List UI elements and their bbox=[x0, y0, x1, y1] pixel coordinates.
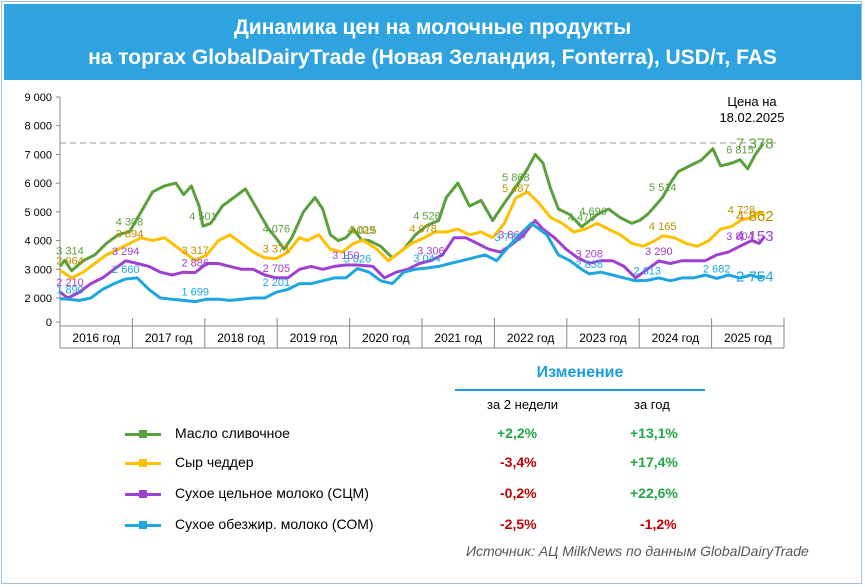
data-label: 4 015 bbox=[349, 225, 377, 237]
y-tick-label: 6 000 bbox=[24, 178, 52, 190]
data-label: 2 964 bbox=[56, 255, 84, 267]
legend-item: Сухое цельное молоко (СЦМ) bbox=[125, 483, 445, 505]
data-label: 4 076 bbox=[263, 223, 291, 235]
data-label: 3 208 bbox=[576, 248, 604, 260]
data-label: 6 815 bbox=[726, 145, 754, 157]
change-2weeks-value: +2,2% bbox=[497, 425, 538, 441]
data-label: 3 804 bbox=[726, 231, 754, 243]
data-label: 4 308 bbox=[116, 217, 144, 229]
data-label: 3 026 bbox=[344, 254, 372, 266]
x-tick-label: 2025 год bbox=[724, 331, 772, 345]
y-tick-label: 8 000 bbox=[24, 121, 52, 133]
legend-label: Сухое цельное молоко (СЦМ) bbox=[175, 485, 369, 501]
data-label: 5 487 bbox=[502, 183, 530, 195]
col-header-2weeks: за 2 недели bbox=[487, 397, 558, 412]
legend-item: Масло сливочное bbox=[125, 423, 445, 445]
change-table-title: Изменение bbox=[536, 364, 624, 381]
data-label: 4 165 bbox=[649, 221, 677, 233]
change-2weeks-value: -0,2% bbox=[500, 485, 537, 501]
data-label: 2 705 bbox=[263, 263, 291, 275]
legend-marker bbox=[139, 430, 147, 438]
y-tick-label: 4 000 bbox=[24, 236, 52, 248]
change-year-value: +22,6% bbox=[630, 485, 678, 501]
y-tick-label: 9 000 bbox=[24, 92, 52, 104]
data-label: 4 501 bbox=[189, 211, 217, 223]
change-year-value: -1,2% bbox=[640, 516, 677, 532]
legend-marker bbox=[139, 490, 147, 498]
data-label: 2 682 bbox=[703, 263, 731, 275]
end-value-label: 7 378 bbox=[736, 136, 774, 153]
x-tick-label: 2019 год bbox=[290, 331, 338, 345]
y-tick-label: 3 000 bbox=[24, 264, 52, 276]
legend-label: Масло сливочное bbox=[175, 425, 290, 441]
y-tick-label: 5 000 bbox=[24, 207, 52, 219]
data-label: 4 479 bbox=[568, 212, 596, 224]
current-date-label: Цена на 18.02.2025 bbox=[719, 94, 785, 125]
x-tick-label: 2021 год bbox=[434, 331, 482, 345]
data-label: 3 306 bbox=[417, 245, 445, 257]
x-tick-label: 2024 год bbox=[652, 331, 700, 345]
end-value-label: 4 153 bbox=[736, 228, 774, 245]
data-label: 3 894 bbox=[116, 229, 144, 241]
x-tick-label: 2017 год bbox=[145, 331, 193, 345]
series-line-0 bbox=[58, 142, 765, 273]
data-label: 3 290 bbox=[645, 246, 673, 258]
legend-marker bbox=[139, 521, 147, 529]
data-label: 3 294 bbox=[112, 246, 140, 258]
end-value-label: 2 754 bbox=[736, 268, 774, 285]
x-tick-label: 2018 год bbox=[217, 331, 265, 345]
change-year-value: +17,4% bbox=[630, 454, 678, 470]
x-tick-label: 2022 год bbox=[507, 331, 555, 345]
data-label: 3 314 bbox=[56, 245, 84, 257]
legend-label: Сыр чеддер bbox=[175, 454, 254, 470]
data-label: 3 150 bbox=[332, 250, 360, 262]
series-line-3 bbox=[59, 221, 766, 304]
data-label: 3 773 bbox=[494, 232, 522, 244]
chart-title-banner: Динамика цен на молочные продукты на тор… bbox=[4, 4, 861, 80]
chart-title-line2: на торгах GlobalDairyTrade (Новая Зеланд… bbox=[88, 46, 777, 69]
change-2weeks-value: -2,5% bbox=[500, 516, 537, 532]
legend-label: Сухое обезжир. молоко (СОМ) bbox=[175, 516, 374, 532]
series-line-1 bbox=[59, 190, 766, 280]
data-label: 5 868 bbox=[502, 172, 530, 184]
data-label: 3 866 bbox=[498, 229, 526, 241]
data-label: 2 886 bbox=[181, 258, 209, 270]
chart-title-line1: Динамика цен на молочные продукты bbox=[233, 16, 632, 39]
y-tick-label: 0 bbox=[46, 317, 52, 329]
legend-item: Сыр чеддер bbox=[125, 452, 445, 474]
data-label: 2 660 bbox=[112, 264, 140, 276]
data-label: 3 317 bbox=[181, 245, 209, 257]
y-tick-label: 7 000 bbox=[24, 149, 52, 161]
data-label: 4 728 bbox=[728, 205, 756, 217]
data-label: 1 890 bbox=[56, 284, 84, 296]
change-year-value: +13,1% bbox=[630, 425, 678, 441]
end-value-label: 4 862 bbox=[736, 208, 774, 225]
data-label: 4 078 bbox=[409, 223, 437, 235]
y-tick-label: 2 000 bbox=[24, 293, 52, 305]
change-table-divider bbox=[455, 389, 705, 391]
data-label: 3 044 bbox=[413, 253, 441, 265]
data-label: 2 838 bbox=[576, 259, 604, 271]
data-label: 4 690 bbox=[579, 206, 607, 218]
data-label: 1 699 bbox=[181, 287, 209, 299]
change-2weeks-value: -3,4% bbox=[500, 454, 537, 470]
data-label: 2 613 bbox=[633, 265, 661, 277]
source-note: Источник: АЦ MilkNews по данным GlobalDa… bbox=[466, 543, 809, 559]
data-label: 4 029 bbox=[348, 225, 376, 237]
x-tick-label: 2016 год bbox=[72, 331, 120, 345]
col-header-year: за год bbox=[634, 397, 670, 412]
data-label: 3 371 bbox=[263, 244, 291, 256]
data-label: 4 526 bbox=[413, 210, 441, 222]
x-tick-label: 2023 год bbox=[579, 331, 627, 345]
data-label: 2 210 bbox=[56, 277, 84, 289]
series-line-2 bbox=[59, 219, 766, 300]
x-tick-label: 2020 год bbox=[362, 331, 410, 345]
legend-item: Сухое обезжир. молоко (СОМ) bbox=[125, 514, 445, 536]
data-label: 5 514 bbox=[649, 182, 677, 194]
data-label: 2 201 bbox=[263, 277, 291, 289]
legend-marker bbox=[139, 459, 147, 467]
